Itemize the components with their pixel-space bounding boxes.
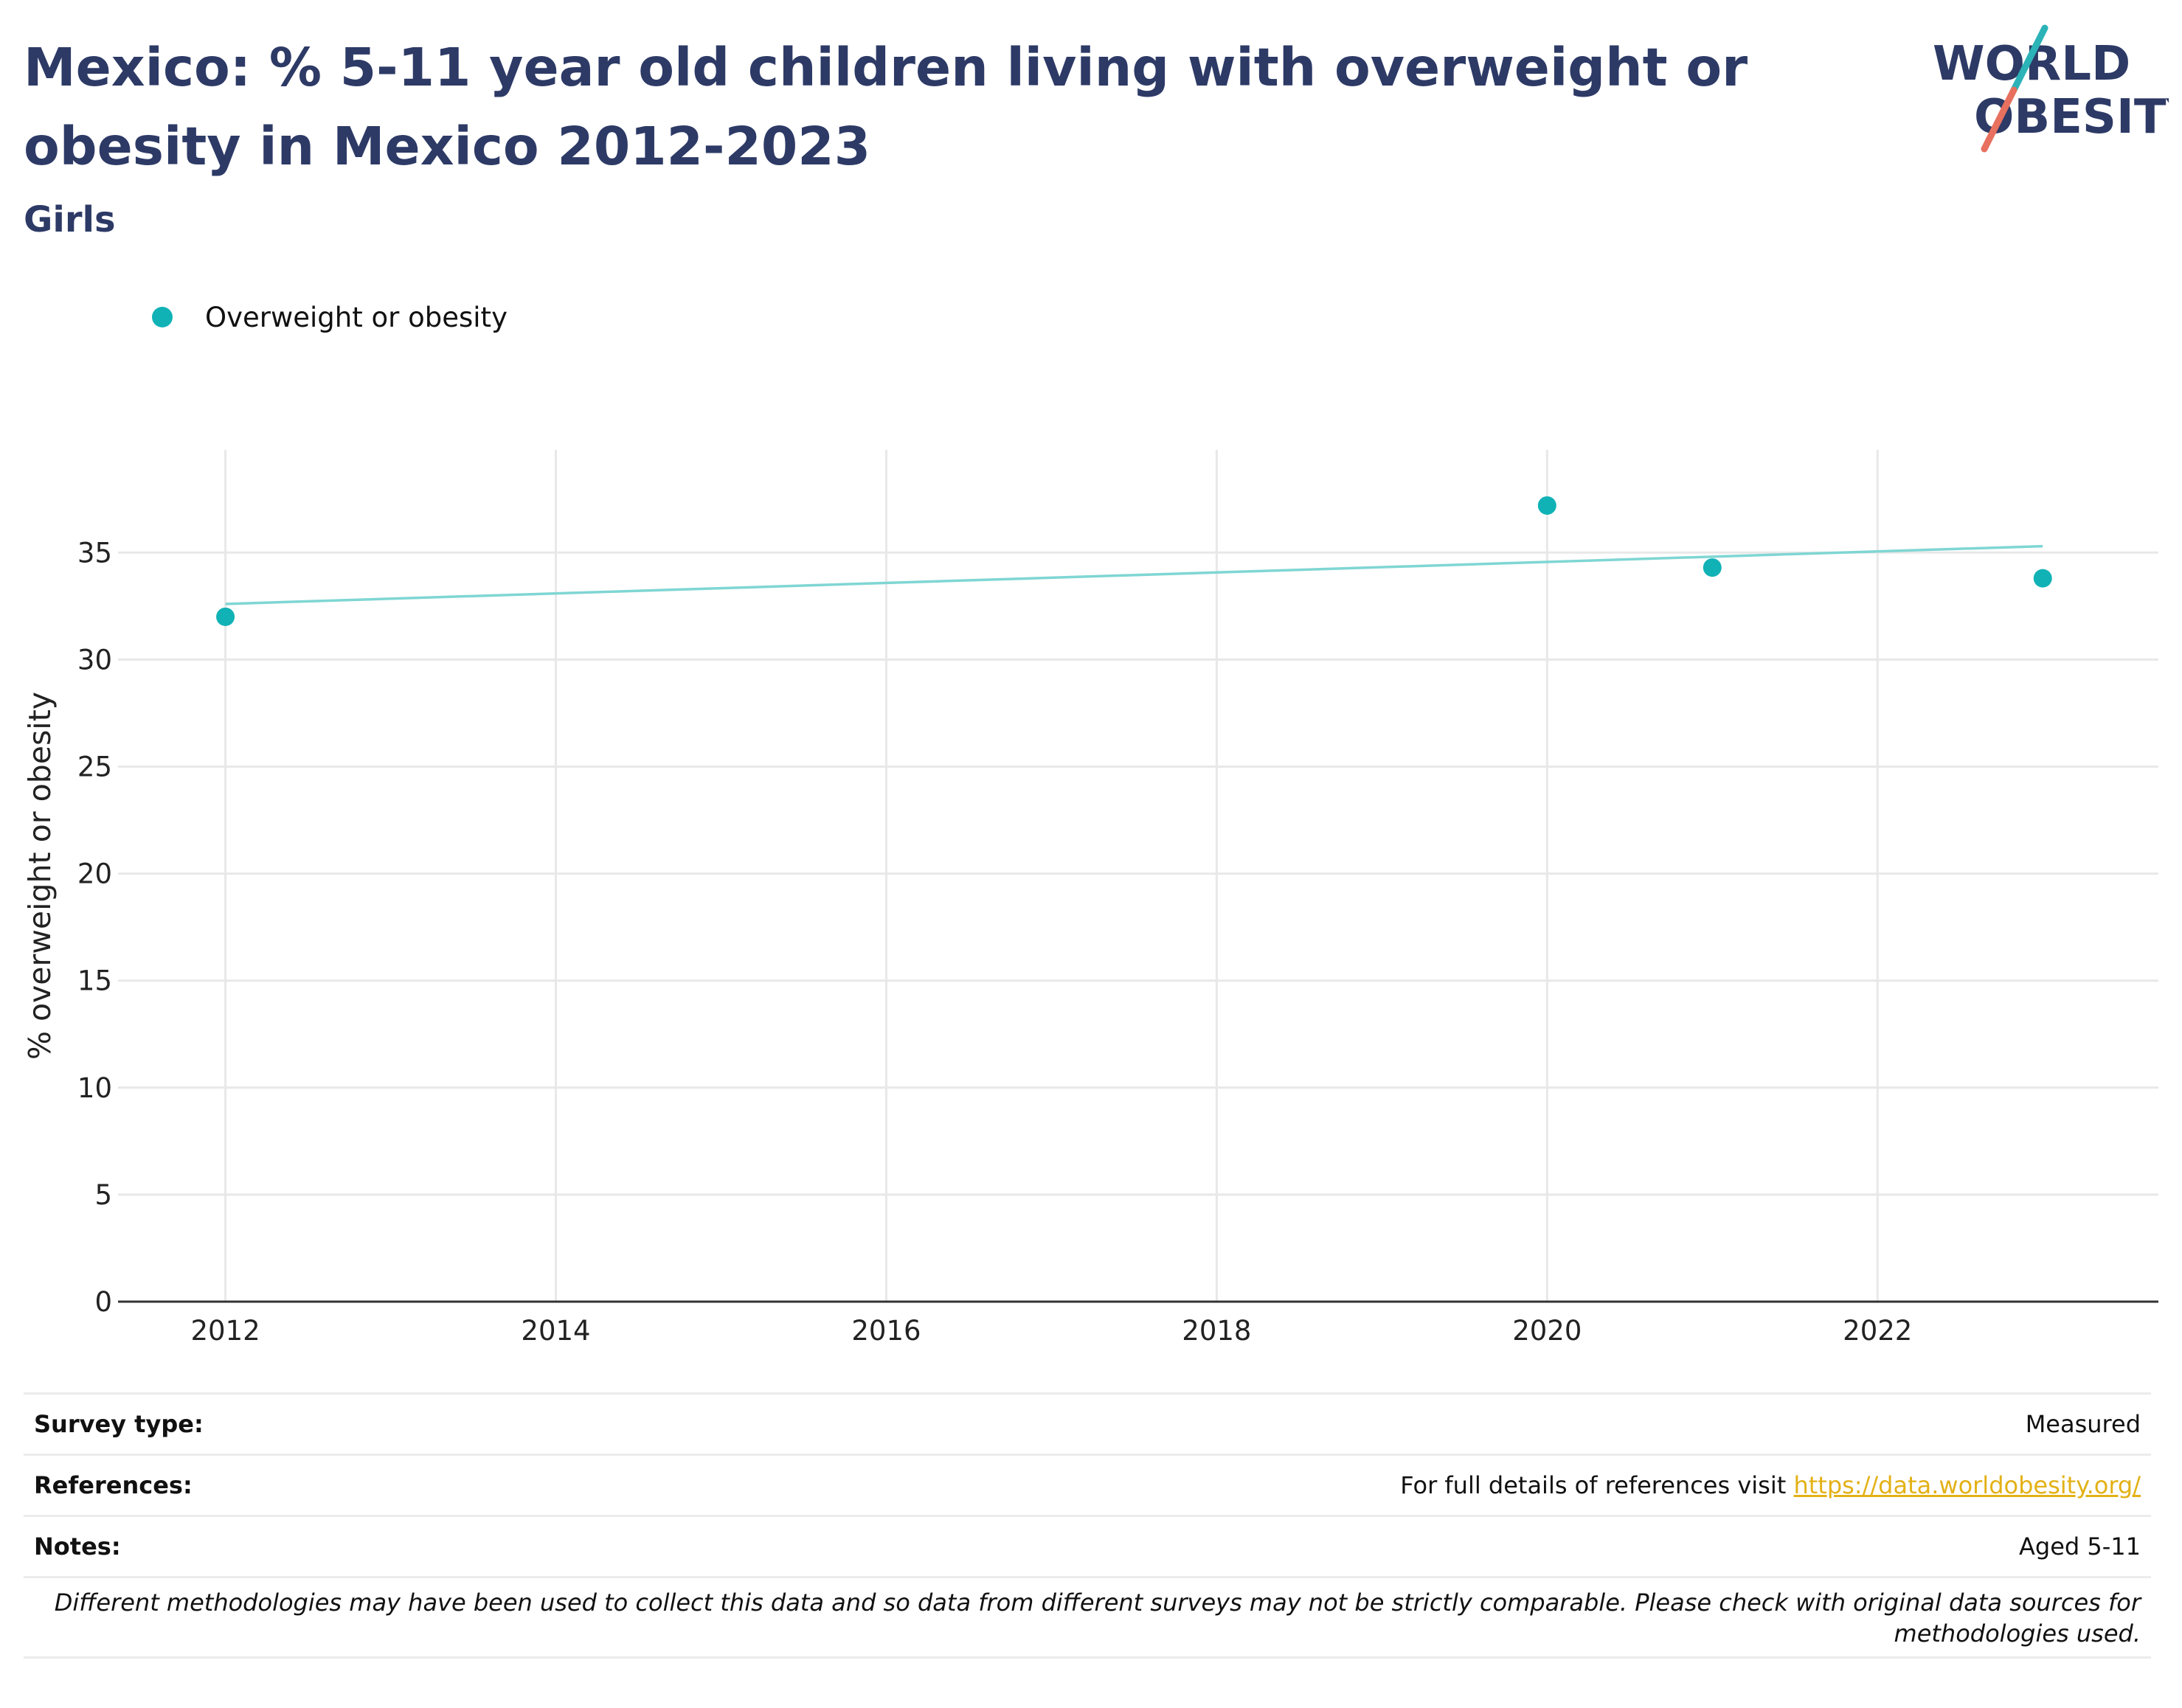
- data-point: [216, 607, 235, 626]
- logo-red-slash: [1981, 86, 2018, 153]
- references-value: For full details of references visit htt…: [1400, 1471, 2141, 1499]
- data-point: [2033, 569, 2052, 588]
- y-tick-label: 25: [77, 751, 112, 782]
- logo-word-world: WORLD: [1933, 37, 2130, 91]
- legend-marker-icon: [152, 307, 173, 327]
- grid-layer: [118, 450, 2158, 1302]
- x-tick-label: 2022: [1843, 1315, 1912, 1347]
- notes-row: Notes: Aged 5-11: [24, 1517, 2151, 1578]
- x-tick-label: 2020: [1512, 1315, 1582, 1347]
- references-row: References: For full details of referenc…: [24, 1456, 2151, 1517]
- notes-label: Notes:: [34, 1532, 121, 1561]
- y-tick-label: 30: [77, 644, 112, 676]
- x-tick-label: 2018: [1182, 1315, 1251, 1347]
- scatter-chart: 2012 2014 2016 2018 2020 2022 0 5 10 15 20 25 30 35 %…: [22, 450, 2158, 1347]
- y-tick-label: 0: [94, 1286, 112, 1318]
- references-label: References:: [34, 1471, 193, 1499]
- survey-type-row: Survey type: Measured: [24, 1395, 2151, 1456]
- survey-type-value: Measured: [2025, 1410, 2141, 1438]
- survey-type-label: Survey type:: [34, 1410, 204, 1438]
- y-tick-label: 5: [94, 1179, 112, 1211]
- logo-teal-slash: [2010, 24, 2048, 94]
- legend-label: Overweight or obesity: [205, 301, 508, 333]
- axis-layer: 2012 2014 2016 2018 2020 2022 0 5 10 15 20 25 30 35: [77, 537, 2158, 1347]
- notes-value: Aged 5-11: [2019, 1532, 2141, 1561]
- x-tick-label: 2016: [851, 1315, 921, 1347]
- references-text: For full details of references visit: [1400, 1471, 1794, 1499]
- y-tick-label: 15: [77, 965, 112, 997]
- y-tick-label: 10: [77, 1072, 112, 1104]
- data-point: [1537, 496, 1556, 515]
- point-layer: [216, 496, 2052, 626]
- x-tick-label: 2012: [190, 1315, 260, 1347]
- y-tick-label: 35: [77, 537, 112, 569]
- y-axis-title: % overweight or obesity: [22, 692, 58, 1060]
- chart-title: Mexico: % 5-11 year old children living …: [24, 37, 1748, 177]
- world-obesity-logo: WORLD OBESITY: [1933, 24, 2169, 153]
- chart-legend: Overweight or obesity: [152, 295, 508, 339]
- trend-layer: [225, 544, 2043, 605]
- info-table: Survey type: Measured References: For fu…: [24, 1392, 2151, 1659]
- references-link[interactable]: https://data.worldobesity.org/: [1793, 1471, 2141, 1499]
- x-tick-label: 2014: [521, 1315, 590, 1347]
- chart-subtitle: Girls: [24, 199, 116, 240]
- methodology-disclaimer: Different methodologies may have been us…: [24, 1578, 2151, 1659]
- y-tick-label: 20: [77, 858, 112, 890]
- trend-line: [225, 544, 2043, 605]
- data-point: [1703, 558, 1722, 577]
